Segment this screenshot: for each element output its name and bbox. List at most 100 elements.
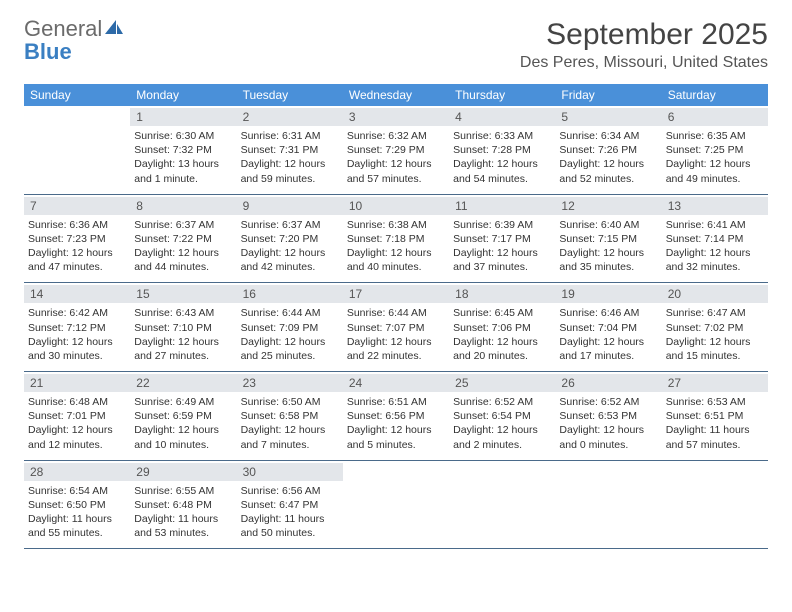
day-cell: 27Sunrise: 6:53 AMSunset: 6:51 PMDayligh… [662, 372, 768, 460]
sunset-text: Sunset: 7:07 PM [347, 321, 445, 335]
daylight-text: Daylight: 12 hours and 30 minutes. [28, 335, 126, 363]
day-number [555, 463, 661, 467]
sunset-text: Sunset: 6:59 PM [134, 409, 232, 423]
day-cell: 30Sunrise: 6:56 AMSunset: 6:47 PMDayligh… [237, 461, 343, 549]
day-cell: 18Sunrise: 6:45 AMSunset: 7:06 PMDayligh… [449, 283, 555, 371]
day-number: 28 [24, 463, 130, 481]
daylight-text: Daylight: 12 hours and 32 minutes. [666, 246, 764, 274]
day-data: Sunrise: 6:42 AMSunset: 7:12 PMDaylight:… [28, 306, 126, 363]
day-data: Sunrise: 6:36 AMSunset: 7:23 PMDaylight:… [28, 218, 126, 275]
day-data: Sunrise: 6:52 AMSunset: 6:54 PMDaylight:… [453, 395, 551, 452]
sunset-text: Sunset: 7:20 PM [241, 232, 339, 246]
day-number: 6 [662, 108, 768, 126]
day-number: 12 [555, 197, 661, 215]
daylight-text: Daylight: 11 hours and 50 minutes. [241, 512, 339, 540]
location-text: Des Peres, Missouri, United States [520, 54, 768, 72]
day-cell: 25Sunrise: 6:52 AMSunset: 6:54 PMDayligh… [449, 372, 555, 460]
day-data: Sunrise: 6:33 AMSunset: 7:28 PMDaylight:… [453, 129, 551, 186]
day-cell: 6 Sunrise: 6:35 AMSunset: 7:25 PMDaylight… [662, 106, 768, 194]
day-number: 13 [662, 197, 768, 215]
day-number: 3 [343, 108, 449, 126]
title-block: September 2025 Des Peres, Missouri, Unit… [520, 18, 768, 72]
sunset-text: Sunset: 7:29 PM [347, 143, 445, 157]
sunrise-text: Sunrise: 6:56 AM [241, 484, 339, 498]
day-data: Sunrise: 6:41 AMSunset: 7:14 PMDaylight:… [666, 218, 764, 275]
day-cell: 28Sunrise: 6:54 AMSunset: 6:50 PMDayligh… [24, 461, 130, 549]
week-row: 28Sunrise: 6:54 AMSunset: 6:50 PMDayligh… [24, 461, 768, 550]
sunrise-text: Sunrise: 6:54 AM [28, 484, 126, 498]
sunset-text: Sunset: 7:18 PM [347, 232, 445, 246]
sunset-text: Sunset: 6:47 PM [241, 498, 339, 512]
daylight-text: Daylight: 12 hours and 25 minutes. [241, 335, 339, 363]
day-number: 10 [343, 197, 449, 215]
sunset-text: Sunset: 7:22 PM [134, 232, 232, 246]
day-number: 9 [237, 197, 343, 215]
week-row: 7Sunrise: 6:36 AMSunset: 7:23 PMDaylight… [24, 195, 768, 284]
sunset-text: Sunset: 6:54 PM [453, 409, 551, 423]
sunrise-text: Sunrise: 6:43 AM [134, 306, 232, 320]
sunrise-text: Sunrise: 6:30 AM [134, 129, 232, 143]
day-data: Sunrise: 6:43 AMSunset: 7:10 PMDaylight:… [134, 306, 232, 363]
daylight-text: Daylight: 12 hours and 7 minutes. [241, 423, 339, 451]
sunset-text: Sunset: 7:14 PM [666, 232, 764, 246]
day-data: Sunrise: 6:37 AMSunset: 7:20 PMDaylight:… [241, 218, 339, 275]
day-data: Sunrise: 6:38 AMSunset: 7:18 PMDaylight:… [347, 218, 445, 275]
weekday-header: Monday [130, 84, 236, 106]
daylight-text: Daylight: 11 hours and 53 minutes. [134, 512, 232, 540]
day-number [662, 463, 768, 467]
day-cell: 3Sunrise: 6:32 AMSunset: 7:29 PMDaylight… [343, 106, 449, 194]
day-data: Sunrise: 6:56 AMSunset: 6:47 PMDaylight:… [241, 484, 339, 541]
daylight-text: Daylight: 12 hours and 15 minutes. [666, 335, 764, 363]
day-data: Sunrise: 6:52 AMSunset: 6:53 PMDaylight:… [559, 395, 657, 452]
daylight-text: Daylight: 12 hours and 37 minutes. [453, 246, 551, 274]
day-number: 21 [24, 374, 130, 392]
daylight-text: Daylight: 12 hours and 44 minutes. [134, 246, 232, 274]
day-cell: 20Sunrise: 6:47 AMSunset: 7:02 PMDayligh… [662, 283, 768, 371]
sunrise-text: Sunrise: 6:49 AM [134, 395, 232, 409]
day-cell [343, 461, 449, 549]
sunset-text: Sunset: 7:28 PM [453, 143, 551, 157]
sunrise-text: Sunrise: 6:40 AM [559, 218, 657, 232]
sunrise-text: Sunrise: 6:35 AM [666, 129, 764, 143]
day-cell: 16Sunrise: 6:44 AMSunset: 7:09 PMDayligh… [237, 283, 343, 371]
sunset-text: Sunset: 6:51 PM [666, 409, 764, 423]
day-data: Sunrise: 6:35 AMSunset: 7:25 PMDaylight:… [666, 129, 764, 186]
sunrise-text: Sunrise: 6:34 AM [559, 129, 657, 143]
day-number: 14 [24, 285, 130, 303]
day-data: Sunrise: 6:34 AMSunset: 7:26 PMDaylight:… [559, 129, 657, 186]
day-cell: 23Sunrise: 6:50 AMSunset: 6:58 PMDayligh… [237, 372, 343, 460]
sunrise-text: Sunrise: 6:47 AM [666, 306, 764, 320]
day-cell: 2Sunrise: 6:31 AMSunset: 7:31 PMDaylight… [237, 106, 343, 194]
day-cell: 7Sunrise: 6:36 AMSunset: 7:23 PMDaylight… [24, 195, 130, 283]
day-number: 24 [343, 374, 449, 392]
daylight-text: Daylight: 12 hours and 5 minutes. [347, 423, 445, 451]
daylight-text: Daylight: 12 hours and 57 minutes. [347, 157, 445, 185]
day-number: 16 [237, 285, 343, 303]
sunset-text: Sunset: 6:48 PM [134, 498, 232, 512]
sunset-text: Sunset: 7:01 PM [28, 409, 126, 423]
day-data: Sunrise: 6:50 AMSunset: 6:58 PMDaylight:… [241, 395, 339, 452]
day-number: 15 [130, 285, 236, 303]
logo-sail-icon [104, 18, 124, 36]
day-cell: 8Sunrise: 6:37 AMSunset: 7:22 PMDaylight… [130, 195, 236, 283]
daylight-text: Daylight: 11 hours and 57 minutes. [666, 423, 764, 451]
day-number: 11 [449, 197, 555, 215]
day-cell: 1Sunrise: 6:30 AMSunset: 7:32 PMDaylight… [130, 106, 236, 194]
day-number: 20 [662, 285, 768, 303]
day-data: Sunrise: 6:48 AMSunset: 7:01 PMDaylight:… [28, 395, 126, 452]
weekday-header-row: Sunday Monday Tuesday Wednesday Thursday… [24, 84, 768, 106]
sunrise-text: Sunrise: 6:38 AM [347, 218, 445, 232]
sunrise-text: Sunrise: 6:44 AM [347, 306, 445, 320]
sunset-text: Sunset: 7:09 PM [241, 321, 339, 335]
sunrise-text: Sunrise: 6:55 AM [134, 484, 232, 498]
daylight-text: Daylight: 12 hours and 27 minutes. [134, 335, 232, 363]
daylight-text: Daylight: 13 hours and 1 minute. [134, 157, 232, 185]
day-number: 17 [343, 285, 449, 303]
day-cell [24, 106, 130, 194]
day-data: Sunrise: 6:40 AMSunset: 7:15 PMDaylight:… [559, 218, 657, 275]
sunrise-text: Sunrise: 6:46 AM [559, 306, 657, 320]
sunrise-text: Sunrise: 6:31 AM [241, 129, 339, 143]
week-row: 21 Sunrise: 6:48 AMSunset: 7:01 PMDayligh… [24, 372, 768, 461]
day-cell: 4 Sunrise: 6:33 AMSunset: 7:28 PMDaylight… [449, 106, 555, 194]
day-number: 4 [449, 108, 555, 126]
